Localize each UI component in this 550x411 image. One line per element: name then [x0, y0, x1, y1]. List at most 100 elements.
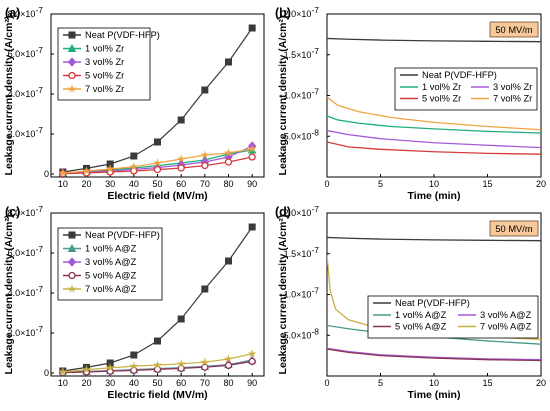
series-5-vol-zr — [327, 141, 541, 155]
legend-marker — [67, 284, 77, 293]
series-line — [327, 347, 541, 361]
legend-label: 1 vol% Zr — [422, 82, 461, 92]
y-tick-label: 2.0×10-7 — [8, 324, 44, 338]
x-tick-label: 10 — [429, 378, 439, 388]
y-tick-label: 0 — [44, 169, 49, 179]
panel-b: (b)Leakage current density (A/cm²) Time (… — [275, 5, 546, 202]
y-tick-label-exponent: -7 — [35, 5, 43, 15]
y-tick-label: 6.0×10-7 — [8, 45, 44, 59]
legend-entry: 3 vol% A@Z — [458, 310, 532, 320]
series-line — [327, 37, 541, 43]
legend-label: 7 vol% Zr — [85, 84, 124, 94]
y-tick-label-exponent: -7 — [35, 125, 43, 135]
y-tick-label-base: 2.0×10 — [8, 129, 36, 139]
series-line — [327, 236, 541, 242]
legend-marker — [68, 71, 76, 80]
series-line — [327, 115, 541, 134]
y-tick-label-exponent: -7 — [311, 286, 319, 296]
legend-entry: Neat P(VDF-HFP) — [63, 230, 160, 240]
x-tick-label: 5 — [378, 378, 383, 388]
y-tick-label-base: 4.0×10 — [8, 89, 36, 99]
legend-label: Neat P(VDF-HFP) — [85, 230, 160, 240]
data-point — [177, 315, 185, 323]
legend-label: 3 vol% A@Z — [480, 310, 532, 320]
y-tick-label-base: 0 — [44, 169, 49, 179]
legend-marker — [67, 243, 77, 252]
y-tick-label-exponent: -7 — [311, 245, 319, 255]
panel-c: (c)Leakage current density (A/cm²) Electr… — [3, 204, 265, 401]
legend-entry: 1 vol% Zr — [63, 44, 124, 54]
data-point — [248, 349, 257, 358]
data-point — [248, 153, 256, 161]
data-point — [248, 223, 256, 231]
x-tick-label: 70 — [200, 378, 210, 388]
legend-entry: 7 vol% A@Z — [63, 284, 137, 294]
y-tick-label: 8.0×10-7 — [8, 5, 44, 19]
y-tick-label-exponent: -7 — [35, 324, 43, 334]
series-line — [327, 141, 541, 155]
legend-entry: 5 vol% A@Z — [63, 271, 137, 281]
y-tick-label-base: 2.0×10 — [8, 328, 36, 338]
legend-label: 5 vol% A@Z — [395, 322, 447, 332]
legend-label: 7 vol% Zr — [493, 94, 532, 104]
series-7-vol-zr — [327, 96, 541, 131]
legend-entry: Neat P(VDF-HFP) — [373, 298, 470, 308]
series-neat-p-vdf-hfp- — [327, 37, 541, 43]
y-tick-label: 6.0×10-7 — [8, 244, 44, 258]
panel-d: (d)Leakage current density (A/cm²) Time (… — [275, 204, 546, 401]
legend-entry: 3 vol% Zr — [471, 82, 532, 92]
series-line — [327, 96, 541, 131]
field-annotation-label: 50 MV/m — [495, 25, 532, 35]
data-point — [58, 367, 67, 376]
y-tick-label-base: 5.0×10 — [284, 131, 312, 141]
data-point — [248, 144, 257, 153]
legend-entry: 5 vol% Zr — [63, 71, 124, 81]
data-point — [177, 364, 185, 373]
legend-frame — [367, 295, 539, 339]
series-3-vol-a-z — [327, 347, 541, 361]
legend: Neat P(VDF-HFP) 1 vol% Zr 3 vol% Zr 5 vol% … — [394, 67, 538, 111]
y-tick-label: 1.0×10-7 — [284, 87, 320, 101]
data-point — [130, 152, 138, 160]
panel-letter: (d) — [275, 205, 291, 219]
data-point — [225, 58, 232, 66]
data-point — [224, 148, 233, 157]
series-neat-p-vdf-hfp- — [327, 236, 541, 242]
field-annotation-box — [489, 21, 539, 38]
x-tick-label: 80 — [223, 179, 233, 189]
series-7-vol-zr — [58, 144, 257, 177]
legend: Neat P(VDF-HFP) 1 vol% Zr 3 vol% Zr 5 vol% … — [57, 27, 160, 101]
y-tick-label-base: 5.0×10 — [284, 330, 312, 340]
y-tick-label-base: 8.0×10 — [8, 9, 36, 19]
panel-letter: (b) — [275, 6, 291, 20]
y-tick-label-base: 1.5×10 — [284, 50, 312, 60]
legend-marker — [68, 271, 76, 280]
legend-marker — [67, 43, 77, 52]
y-tick-label-base: 8.0×10 — [8, 208, 36, 218]
data-point — [153, 360, 162, 369]
y-axis-label: Leakage current density (A/cm²) — [277, 16, 289, 176]
field-annotation: 50 MV/m — [489, 220, 539, 237]
legend-label: 1 vol% A@Z — [85, 244, 137, 254]
x-tick-label: 5 — [378, 179, 383, 189]
legend-label: 5 vol% A@Z — [85, 271, 137, 281]
y-tick-label-base: 6.0×10 — [8, 248, 36, 258]
data-point — [224, 354, 233, 363]
legend-marker — [67, 57, 77, 67]
x-tick-label: 40 — [129, 179, 139, 189]
x-axis-label: Electric field (MV/m) — [107, 190, 207, 202]
x-tick-label: 60 — [176, 378, 186, 388]
panel-a: (a)Leakage current density (A/cm²) Electr… — [3, 5, 265, 202]
legend-label: 1 vol% A@Z — [395, 310, 447, 320]
legend-entry: 3 vol% A@Z — [63, 257, 137, 267]
y-tick-label-base: 6.0×10 — [8, 49, 36, 59]
legend-entry: 1 vol% A@Z — [63, 244, 137, 254]
data-point — [201, 285, 209, 293]
data-point — [201, 86, 209, 94]
x-tick-label: 20 — [536, 378, 546, 388]
y-tick-label: 1.5×10-7 — [284, 245, 320, 259]
legend-label: 3 vol% Zr — [85, 57, 124, 67]
y-tick-label: 5.0×10-8 — [284, 326, 320, 340]
y-tick-label-exponent: -8 — [311, 326, 319, 336]
